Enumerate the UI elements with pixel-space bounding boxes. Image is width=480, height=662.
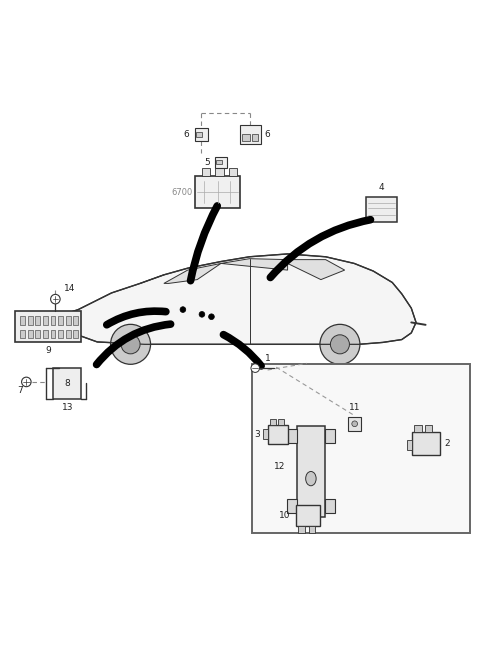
Circle shape: [352, 421, 358, 426]
Text: 3: 3: [255, 430, 261, 439]
FancyBboxPatch shape: [324, 499, 335, 513]
Text: 7: 7: [17, 386, 23, 395]
FancyBboxPatch shape: [309, 526, 315, 533]
Circle shape: [110, 324, 151, 364]
Circle shape: [209, 314, 214, 320]
FancyBboxPatch shape: [196, 132, 203, 137]
Circle shape: [22, 377, 31, 387]
Circle shape: [251, 364, 260, 373]
Text: 9: 9: [46, 346, 51, 355]
FancyBboxPatch shape: [425, 425, 432, 432]
FancyBboxPatch shape: [228, 168, 237, 176]
FancyBboxPatch shape: [240, 125, 261, 144]
FancyBboxPatch shape: [252, 364, 470, 533]
Circle shape: [50, 295, 60, 304]
FancyBboxPatch shape: [20, 330, 25, 338]
Text: 2: 2: [444, 439, 450, 448]
FancyBboxPatch shape: [58, 330, 63, 338]
FancyBboxPatch shape: [50, 316, 55, 325]
FancyBboxPatch shape: [53, 367, 81, 399]
FancyBboxPatch shape: [267, 425, 288, 444]
FancyBboxPatch shape: [269, 418, 276, 425]
FancyBboxPatch shape: [43, 330, 48, 338]
FancyBboxPatch shape: [28, 316, 33, 325]
FancyBboxPatch shape: [43, 316, 48, 325]
FancyBboxPatch shape: [15, 310, 81, 342]
FancyBboxPatch shape: [287, 499, 297, 513]
FancyBboxPatch shape: [263, 429, 267, 438]
FancyBboxPatch shape: [195, 128, 208, 140]
Polygon shape: [164, 263, 221, 283]
Polygon shape: [221, 259, 288, 270]
Text: 8: 8: [64, 379, 70, 388]
Circle shape: [330, 335, 349, 354]
Text: 14: 14: [64, 284, 75, 293]
Text: 6: 6: [183, 130, 189, 139]
Polygon shape: [64, 254, 416, 344]
FancyBboxPatch shape: [324, 430, 335, 443]
FancyBboxPatch shape: [73, 330, 78, 338]
FancyBboxPatch shape: [73, 316, 78, 325]
Text: 11: 11: [349, 402, 360, 412]
FancyBboxPatch shape: [216, 160, 222, 164]
Text: 6700: 6700: [171, 187, 192, 197]
FancyBboxPatch shape: [36, 316, 40, 325]
Text: 4: 4: [379, 183, 384, 192]
FancyBboxPatch shape: [242, 134, 250, 140]
Text: 1: 1: [265, 354, 270, 363]
FancyBboxPatch shape: [215, 168, 224, 176]
FancyBboxPatch shape: [407, 440, 412, 450]
FancyBboxPatch shape: [36, 330, 40, 338]
Text: 13: 13: [61, 402, 73, 412]
Ellipse shape: [306, 471, 316, 486]
FancyBboxPatch shape: [202, 168, 211, 176]
Text: 6: 6: [265, 130, 271, 140]
FancyBboxPatch shape: [66, 316, 71, 325]
FancyBboxPatch shape: [296, 505, 320, 526]
FancyBboxPatch shape: [28, 330, 33, 338]
FancyBboxPatch shape: [298, 526, 305, 533]
Text: 12: 12: [274, 462, 285, 471]
FancyBboxPatch shape: [66, 330, 71, 338]
FancyBboxPatch shape: [50, 330, 55, 338]
Circle shape: [121, 335, 140, 354]
FancyBboxPatch shape: [215, 157, 227, 168]
FancyBboxPatch shape: [412, 432, 440, 455]
FancyBboxPatch shape: [278, 418, 284, 425]
FancyBboxPatch shape: [414, 425, 422, 432]
Polygon shape: [288, 260, 345, 279]
FancyBboxPatch shape: [348, 416, 361, 431]
Circle shape: [180, 307, 186, 312]
FancyBboxPatch shape: [195, 176, 240, 209]
FancyBboxPatch shape: [287, 430, 297, 443]
FancyBboxPatch shape: [252, 134, 258, 140]
FancyBboxPatch shape: [20, 316, 25, 325]
FancyBboxPatch shape: [297, 426, 324, 516]
FancyBboxPatch shape: [58, 316, 63, 325]
Text: 10: 10: [279, 511, 290, 520]
Text: 5: 5: [204, 158, 210, 167]
FancyBboxPatch shape: [366, 197, 397, 222]
Circle shape: [199, 312, 205, 317]
Circle shape: [320, 324, 360, 364]
